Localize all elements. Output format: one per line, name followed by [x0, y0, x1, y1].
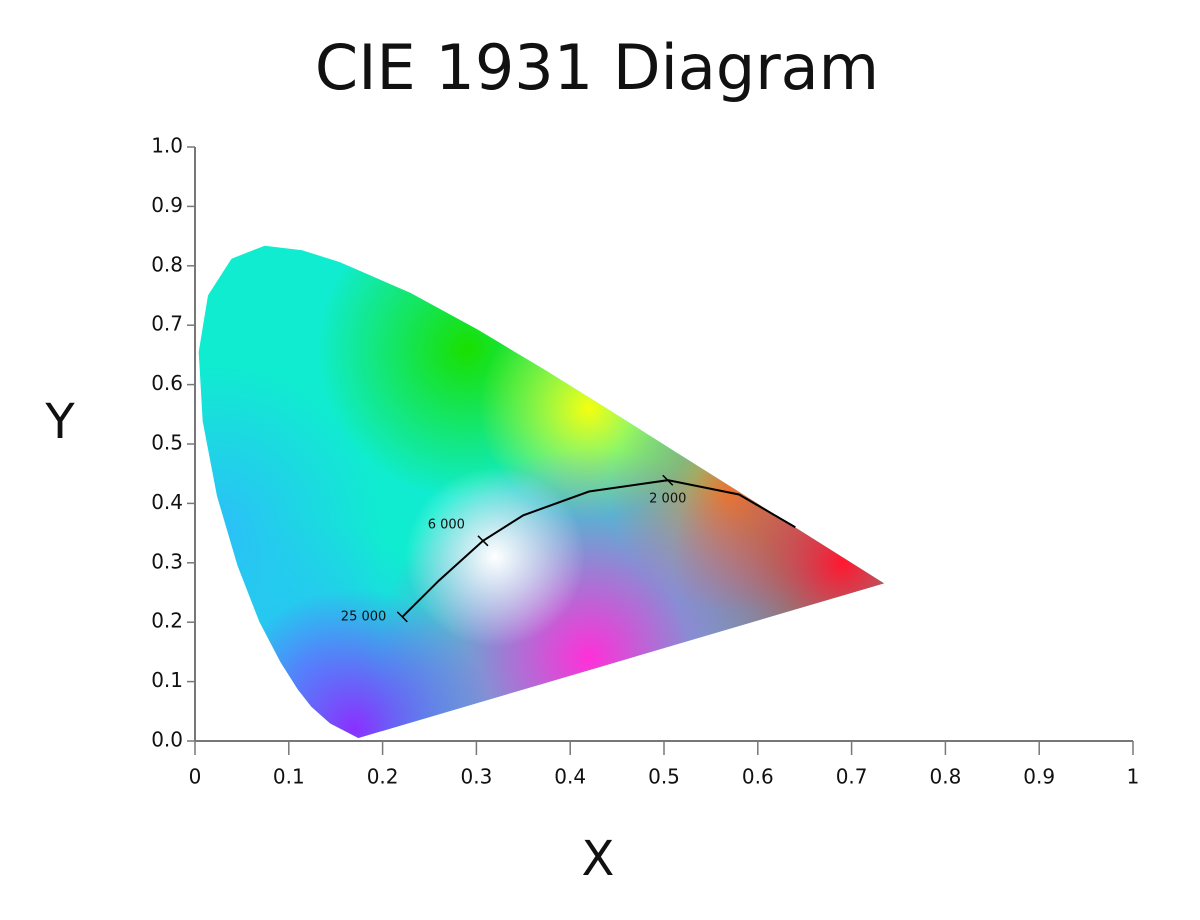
x-tick-label: 0.2: [367, 765, 399, 789]
y-tick-label: 0.6: [151, 371, 183, 395]
x-tick-label: 0.3: [460, 765, 492, 789]
annotation-label: 25 000: [341, 609, 387, 624]
annotation-tick: [396, 611, 408, 623]
x-tick-label: 0.9: [1023, 765, 1055, 789]
plot-area: 0.0 0.1 0.2 0.3 0.4 0.5 0.6 0.7 0.8 0.9 1.0 0 0.1 0.2…: [151, 134, 1140, 789]
color-blend: [214, 589, 495, 738]
annotation-tick: [662, 474, 674, 486]
x-tick-label: 0.1: [273, 765, 305, 789]
planckian-locus: [401, 479, 796, 618]
x-tick-label: 0.7: [836, 765, 868, 789]
y-tick-label: 0.9: [151, 193, 183, 217]
y-axis-label: Y: [44, 394, 75, 450]
y-tick-label: 0.3: [151, 549, 183, 573]
y-tick-label: 0.8: [151, 252, 183, 276]
annotation-label: 6 000: [428, 517, 465, 532]
x-tick-label: 0.6: [742, 765, 774, 789]
y-tick-label: 0.7: [151, 312, 183, 336]
y-tick-label: 0.1: [151, 668, 183, 692]
y-tick-label: 0.0: [151, 728, 183, 752]
x-tick-label: 0.5: [648, 765, 680, 789]
y-tick-label: 0.2: [151, 609, 183, 633]
y-tick-label: 1.0: [151, 134, 183, 158]
x-tick-label: 0.8: [929, 765, 961, 789]
x-axis-label: X: [582, 831, 615, 887]
y-tick-label: 0.5: [151, 431, 183, 455]
annotation-label: 2 000: [649, 492, 686, 507]
chart-title: CIE 1931 Diagram: [315, 31, 879, 104]
x-tick-label: 0: [189, 765, 202, 789]
x-tick-label: 0.4: [554, 765, 586, 789]
x-tick-label: 1: [1127, 765, 1140, 789]
color-blend: [405, 466, 586, 647]
y-tick-label: 0.4: [151, 490, 183, 514]
annotation-tick: [477, 535, 489, 547]
